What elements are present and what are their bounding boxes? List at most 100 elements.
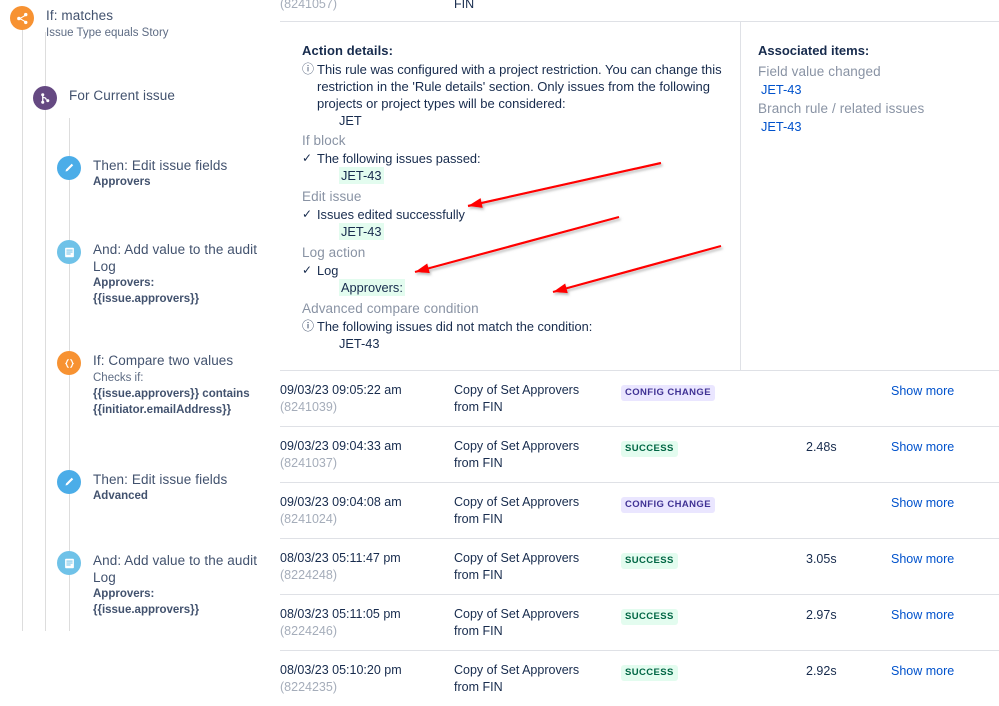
rule-node-field: Approvers: [93, 277, 155, 289]
log-rule-name: Copy of Set Approvers from FIN [454, 551, 580, 582]
rule-node-field: Advanced [93, 490, 148, 502]
show-more-link[interactable]: Show more [891, 552, 955, 566]
block-status-text: Log [317, 263, 339, 278]
rule-node-title: If: matches [46, 8, 114, 23]
log-date-cell: 08/03/23 05:11:47 pm (8224248) [280, 550, 454, 584]
log-duration: 3.05s [806, 552, 837, 566]
log-rule-cell: Copy of Set Approvers from FIN [454, 494, 621, 528]
rule-node-title: Then: Edit issue fields [93, 472, 228, 487]
block-label-log-action: Log action [302, 245, 366, 260]
show-more-link[interactable]: Show more [891, 384, 955, 398]
block-status-log-action: ✓ Log [302, 262, 740, 279]
show-more-link[interactable]: Show more [891, 440, 955, 454]
issue-key: JET-43 [339, 336, 380, 351]
log-rule-cell: Copy of Set Approvers from FIN [454, 382, 621, 416]
rule-node-title: And: Add value to the audit Log [93, 553, 258, 585]
check-icon: ✓ [302, 263, 313, 277]
associated-item-link[interactable]: JET-43 [761, 82, 802, 97]
log-date: 08/03/23 05:11:47 pm [280, 551, 401, 565]
log-status-cell: SUCCESS [621, 550, 779, 569]
rule-node-title: For Current issue [69, 88, 175, 103]
table-row[interactable]: 09/03/23 09:05:22 am (8241039) Copy of S… [280, 371, 999, 427]
rule-node-and-add-value-audit-log-2[interactable]: And: Add value to the audit Log Approver… [57, 551, 272, 618]
log-rule-name: Copy of Set Approvers from FIN [454, 495, 580, 526]
rule-node-title: Then: Edit issue fields [93, 158, 228, 173]
show-more-link[interactable]: Show more [891, 496, 955, 510]
status-badge: SUCCESS [621, 441, 678, 457]
log-duration: 2.97s [806, 608, 837, 622]
rule-node-then-edit-issue-fields-1[interactable]: Then: Edit issue fields Approvers [57, 156, 272, 190]
block-status-if-block: ✓ The following issues passed: [302, 150, 740, 167]
rule-node-title: And: Add value to the audit Log [93, 242, 258, 274]
rule-node-body: And: Add value to the audit Log Approver… [93, 240, 272, 307]
table-row[interactable]: 09/03/23 09:04:08 am (8241024) Copy of S… [280, 483, 999, 539]
status-badge: CONFIG CHANGE [621, 497, 715, 513]
log-entry-id: (8241057) [280, 0, 337, 11]
action-details-heading: Action details: [302, 43, 394, 58]
log-rule-cell: Copy of Set Approvers from FIN [454, 662, 621, 696]
rule-node-if-matches[interactable]: If: matches Issue Type equals Story [10, 6, 270, 41]
issue-chip[interactable]: JET-43 [339, 167, 384, 184]
show-more-link[interactable]: Show more [891, 664, 955, 678]
rule-node-value: {{issue.approvers}} [93, 293, 200, 305]
log-rule-cell: Copy of Set Approvers from FIN [454, 550, 621, 584]
log-rule-name: Copy of Set Approvers from FIN [454, 383, 580, 414]
status-badge: SUCCESS [621, 609, 678, 625]
status-badge: SUCCESS [621, 665, 678, 681]
block-status-edit-issue: ✓ Issues edited successfully [302, 206, 740, 223]
block-status-text: The following issues did not match the c… [317, 319, 593, 334]
project-restriction-text: This rule was configured with a project … [317, 62, 722, 111]
log-status-cell: CONFIG CHANGE [621, 494, 779, 513]
rule-node-then-edit-issue-fields-2[interactable]: Then: Edit issue fields Advanced [57, 470, 272, 504]
log-duration-cell: 2.97s [779, 606, 891, 624]
rule-node-and-add-value-audit-log-1[interactable]: And: Add value to the audit Log Approver… [57, 240, 272, 307]
rule-node-value: {{issue.approvers}} [93, 604, 200, 616]
branch-rule-icon [33, 86, 57, 110]
log-date-cell: 09/03/23 09:05:22 am (8241039) [280, 382, 454, 416]
log-action-cell: Show more [891, 606, 999, 624]
associated-item-link[interactable]: JET-43 [761, 119, 802, 134]
log-date-cell: 08/03/23 05:11:05 pm (8224246) [280, 606, 454, 640]
branch-share-icon [10, 6, 34, 30]
table-row[interactable]: 08/03/23 05:11:47 pm (8224248) Copy of S… [280, 539, 999, 595]
log-value-chip: Approvers: [339, 279, 405, 296]
rule-node-field: Approvers: [93, 588, 155, 600]
log-rule-name: Copy of Set Approvers from FIN [454, 439, 580, 470]
log-duration-cell [779, 382, 891, 383]
tree-trunk-line-branch [45, 32, 46, 631]
rule-node-body: And: Add value to the audit Log Approver… [93, 551, 272, 618]
log-duration-cell: 2.92s [779, 662, 891, 680]
project-restriction-note: ⓘ This rule was configured with a projec… [302, 61, 740, 112]
log-status-cell: CONFIG CHANGE [621, 382, 779, 401]
issue-chip[interactable]: JET-43 [339, 223, 384, 240]
rule-node-title: If: Compare two values [93, 353, 234, 368]
table-row-partial[interactable]: (8241057) FIN [280, 0, 999, 22]
associated-items-heading: Associated items: [758, 43, 870, 58]
restriction-project: JET [339, 113, 362, 128]
rule-node-if-compare-two-values[interactable]: If: Compare two values Checks if: {{issu… [57, 351, 272, 418]
document-log-icon [57, 551, 81, 575]
rule-node-body: For Current issue [69, 86, 175, 104]
audit-log-main: (8241057) FIN Action details: ⓘ This rul… [280, 0, 999, 694]
log-date: 09/03/23 09:05:22 am [280, 383, 402, 397]
info-circle-icon: ⓘ [302, 319, 315, 333]
log-duration-cell: 3.05s [779, 550, 891, 568]
table-row[interactable]: 08/03/23 05:11:05 pm (8224246) Copy of S… [280, 595, 999, 651]
action-details-panel: Action details: ⓘ This rule was configur… [280, 22, 999, 371]
rule-node-for-current-issue[interactable]: For Current issue [33, 86, 273, 110]
tree-trunk-line-root [22, 14, 23, 631]
associated-item-group: Field value changed JET-43 [758, 62, 999, 99]
log-entry-id: (8241039) [280, 400, 337, 414]
associated-item-group: Branch rule / related issues JET-43 [758, 99, 999, 136]
show-more-link[interactable]: Show more [891, 608, 955, 622]
table-row[interactable]: 08/03/23 05:10:20 pm (8224235) Copy of S… [280, 651, 999, 706]
log-action-cell: Show more [891, 494, 999, 512]
rule-node-condition: {{issue.approvers}} contains {{initiator… [93, 388, 250, 416]
log-date: 08/03/23 05:10:20 pm [280, 663, 402, 677]
log-status-cell: SUCCESS [621, 438, 779, 457]
status-badge: SUCCESS [621, 553, 678, 569]
log-entry-id: (8224246) [280, 624, 337, 638]
table-row[interactable]: 09/03/23 09:04:33 am (8241037) Copy of S… [280, 427, 999, 483]
check-icon: ✓ [302, 151, 313, 165]
log-rule-cell: Copy of Set Approvers from FIN [454, 438, 621, 472]
